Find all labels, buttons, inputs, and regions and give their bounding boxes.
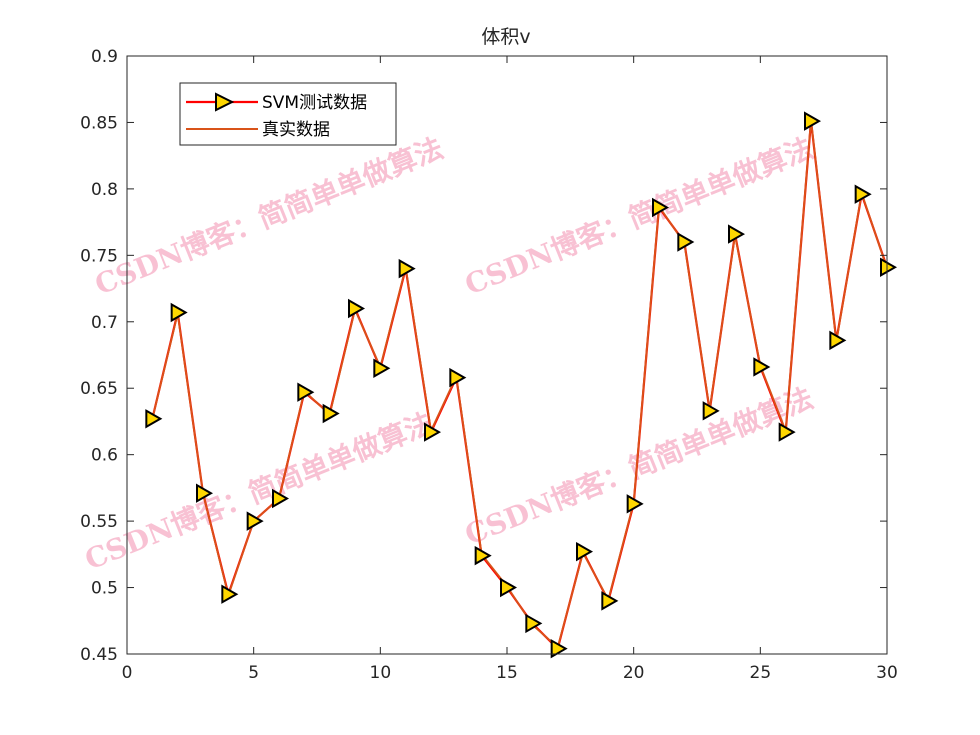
data-point-marker bbox=[626, 494, 644, 514]
y-tick-label: 0.7 bbox=[91, 313, 118, 333]
data-point-marker bbox=[221, 584, 239, 604]
x-tick-label: 0 bbox=[122, 663, 133, 683]
data-point-marker bbox=[652, 197, 670, 218]
legend-label-truth: 真实数据 bbox=[262, 120, 330, 140]
data-point-marker bbox=[246, 511, 264, 531]
data-point-marker bbox=[601, 591, 619, 611]
data-point-marker bbox=[449, 367, 467, 388]
data-point-marker bbox=[778, 422, 796, 442]
y-tick-label: 0.6 bbox=[91, 446, 118, 466]
y-tick-label: 0.9 bbox=[91, 47, 118, 67]
chart-title: 体积v bbox=[481, 26, 530, 48]
data-point-marker bbox=[829, 330, 847, 351]
y-tick-label: 0.65 bbox=[80, 379, 118, 399]
data-point-marker bbox=[804, 111, 822, 131]
data-point-marker bbox=[500, 577, 518, 598]
footer-sub-text: CSDN @简简单单做算法 bbox=[819, 712, 975, 729]
y-tick-label: 0.85 bbox=[80, 113, 118, 133]
series-layer bbox=[145, 111, 898, 659]
y-tick-label: 0.55 bbox=[80, 512, 118, 532]
y-tick-label: 0.75 bbox=[80, 246, 118, 266]
x-tick-label: 10 bbox=[370, 663, 392, 683]
data-point-marker bbox=[525, 613, 543, 634]
x-tick-label: 15 bbox=[496, 663, 518, 683]
data-point-marker bbox=[373, 358, 391, 379]
axes-layer: 0 5 10 15 20 25 30 0.45 0.5 0.55 0.6 0.65 0.7 0.75 0.8… bbox=[80, 47, 898, 683]
data-point-marker bbox=[145, 409, 163, 429]
legend-label-svm: SVM测试数据 bbox=[262, 93, 367, 113]
data-point-marker bbox=[297, 382, 315, 402]
data-point-marker bbox=[196, 483, 214, 503]
footer-main-text: 掘金技术社区 @ 简简单单做算法 bbox=[651, 687, 958, 711]
y-tick-label: 0.5 bbox=[91, 579, 118, 599]
data-point-marker bbox=[753, 357, 771, 377]
data-point-marker bbox=[677, 232, 695, 252]
x-tick-label: 25 bbox=[750, 663, 772, 683]
y-tick-label: 0.8 bbox=[91, 180, 118, 200]
data-point-marker bbox=[576, 541, 594, 562]
data-point-marker bbox=[854, 184, 872, 204]
data-point-marker bbox=[322, 403, 340, 424]
data-point-marker bbox=[170, 302, 188, 323]
x-tick-label: 30 bbox=[876, 663, 898, 683]
data-point-marker bbox=[728, 224, 746, 244]
legend-box bbox=[179, 82, 397, 146]
data-point-marker bbox=[398, 258, 416, 279]
y-tick-label: 0.45 bbox=[80, 645, 118, 665]
legend-marker-svm bbox=[215, 92, 235, 112]
data-point-marker bbox=[474, 545, 492, 566]
data-point-marker bbox=[424, 422, 442, 442]
data-point-marker bbox=[880, 257, 898, 278]
footer-overlay: 掘金技术社区 @ 简简单单做算法 CSDN @简简单单做算法 bbox=[651, 687, 975, 729]
data-point-marker bbox=[550, 638, 568, 659]
data-point-marker bbox=[272, 488, 290, 509]
data-point-marker bbox=[702, 401, 720, 421]
x-tick-label: 20 bbox=[623, 663, 645, 683]
data-point-marker bbox=[348, 298, 366, 319]
x-tick-label: 5 bbox=[248, 663, 259, 683]
